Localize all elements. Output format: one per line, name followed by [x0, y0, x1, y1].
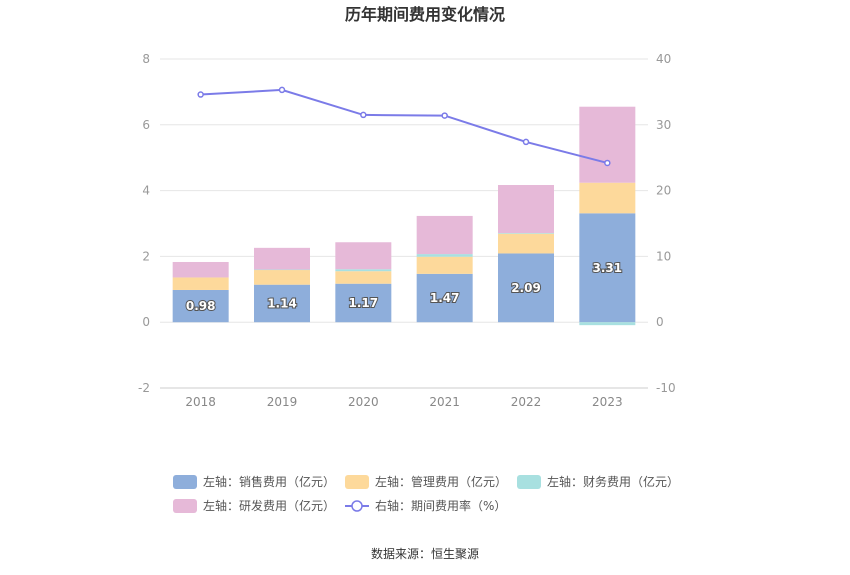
bar-segment [335, 271, 392, 284]
bar-data-label: 2.09 [511, 281, 541, 295]
legend-swatch [173, 499, 197, 513]
rate-line [200, 88, 608, 164]
left-axis-tick-label: 6 [142, 118, 150, 132]
legend-item: 左轴：财务费用（亿元） [517, 474, 679, 489]
bar-data-label: 1.14 [267, 296, 297, 310]
bar-data-label: 1.17 [349, 296, 379, 310]
right-axis: -10 0 10 20 30 40 [656, 52, 676, 395]
bar-segment [254, 284, 310, 323]
line-series [197, 86, 611, 167]
bar-segment [579, 106, 636, 183]
legend-label: 左轴：销售费用（亿元） [203, 474, 335, 489]
rate-point [522, 138, 530, 146]
rate-point [441, 112, 448, 119]
left-axis: -2 0 2 4 6 8 [138, 52, 150, 395]
bar-data-label: 3.31 [593, 261, 623, 275]
bar-segment [498, 253, 554, 323]
bar-segment [579, 213, 636, 323]
legend-item: 左轴：管理费用（亿元） [345, 474, 507, 489]
legend-label: 右轴：期间费用率（%） [375, 498, 506, 513]
bar-segment [335, 283, 392, 323]
bars [172, 106, 636, 326]
bar-segment [416, 273, 473, 323]
right-axis-tick-label: 10 [656, 249, 671, 263]
bar-data-label: 1.47 [430, 291, 460, 305]
bar-segment [335, 269, 392, 272]
legend-swatch [345, 475, 369, 489]
legend-label: 左轴：研发费用（亿元） [203, 498, 335, 513]
grid [160, 58, 648, 389]
legend-marker [351, 500, 363, 512]
right-axis-tick-label: -10 [656, 381, 676, 395]
bar-segment [416, 256, 473, 274]
bar-segment [579, 322, 636, 326]
left-axis-tick-label: 0 [142, 315, 150, 329]
bar-segment [172, 289, 229, 323]
left-axis-tick-label: 2 [142, 249, 150, 263]
x-axis-tick-label: 2020 [348, 395, 379, 409]
bar-segment [498, 185, 554, 234]
legend-item: 左轴：研发费用（亿元） [173, 498, 335, 513]
x-axis-tick-label: 2023 [592, 395, 623, 409]
rate-point [604, 159, 611, 167]
legend: 左轴：销售费用（亿元） 左轴：管理费用（亿元） 左轴：财务费用（亿元） 左轴：研发费用… [173, 474, 679, 513]
legend-item: 右轴：期间费用率（%） [345, 498, 506, 513]
bar-segment [254, 247, 310, 270]
source-note: 数据来源：恒生聚源 [371, 546, 479, 561]
bar-segment [172, 261, 229, 278]
left-axis-tick-label: 8 [142, 52, 150, 66]
bar-segment [172, 277, 229, 290]
data-labels: 0.98 1.14 1.17 1.47 2.09 3.31 [185, 260, 623, 314]
x-axis-tick-label: 2018 [185, 395, 216, 409]
bar-segment [335, 242, 392, 270]
bar-segment [498, 233, 554, 234]
x-axis-tick-label: 2021 [429, 395, 460, 409]
chart-title: 历年期间费用变化情况 [345, 5, 505, 24]
bar-segment [498, 233, 554, 254]
x-axis-tick-label: 2022 [511, 395, 542, 409]
bar-segment [254, 269, 310, 285]
rate-point [360, 111, 367, 119]
right-axis-tick-label: 0 [656, 315, 664, 329]
legend-swatch [173, 475, 197, 489]
legend-label: 左轴：财务费用（亿元） [547, 474, 679, 489]
bar-segment [579, 182, 636, 214]
right-axis-tick-label: 30 [656, 118, 671, 132]
rate-point [278, 86, 286, 94]
rate-point [197, 91, 204, 98]
bar-data-label: 0.98 [186, 299, 216, 313]
x-axis-tick-label: 2019 [267, 395, 298, 409]
bar-segment [416, 254, 473, 257]
bar-segment [254, 269, 310, 271]
left-axis-tick-label: 4 [142, 184, 150, 198]
x-axis: 2018 2019 2020 2021 2022 2023 [160, 387, 648, 409]
bar-segment [416, 215, 473, 255]
legend-label: 左轴：管理费用（亿元） [375, 474, 507, 489]
left-axis-tick-label: -2 [138, 381, 150, 395]
legend-item: 左轴：销售费用（亿元） [173, 474, 335, 489]
legend-swatch [517, 475, 541, 489]
right-axis-tick-label: 40 [656, 52, 671, 66]
right-axis-tick-label: 20 [656, 184, 671, 198]
